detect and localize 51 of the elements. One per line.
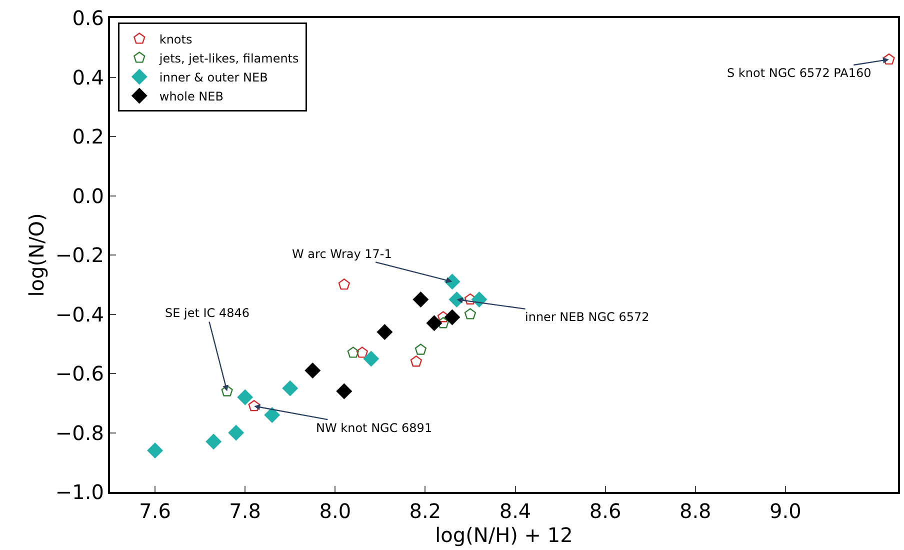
annotation: SE jet IC 4846	[165, 306, 250, 320]
y-tick-label: −0.6	[55, 362, 104, 386]
point	[248, 400, 260, 412]
point	[412, 292, 428, 308]
annotation: NW knot NGC 6891	[316, 421, 432, 435]
annotation: inner NEB NGC 6572	[525, 310, 650, 324]
annotation: W arc Wray 17-1	[292, 247, 392, 261]
point	[304, 362, 320, 378]
y-tick-label: 0.0	[72, 184, 104, 208]
point	[228, 425, 244, 440]
point	[410, 356, 422, 367]
x-tick-label: 8.6	[589, 499, 622, 523]
x-tick-label: 9.0	[770, 499, 802, 523]
y-tick-label: 0.6	[72, 6, 104, 30]
x-tick-label: 8.2	[409, 499, 442, 523]
point	[336, 384, 352, 400]
x-axis-title: log(N/H) + 12	[435, 523, 573, 547]
y-tick-label: −0.8	[55, 420, 104, 445]
point	[282, 380, 298, 396]
y-tick-label: −0.4	[55, 302, 104, 326]
point	[338, 278, 350, 290]
point	[883, 53, 895, 65]
y-axis-title: log(N/O)	[24, 213, 48, 297]
legend-label: whole NEB	[159, 89, 224, 104]
point	[471, 292, 487, 308]
point	[444, 309, 460, 325]
point	[426, 315, 442, 331]
x-tick-label: 7.8	[229, 499, 261, 523]
x-tick-label: 8.4	[499, 499, 532, 523]
x-tick-label: 8.0	[319, 499, 352, 523]
y-tick-label: −1.0	[55, 480, 104, 504]
point	[206, 434, 222, 450]
point	[147, 442, 163, 458]
point	[264, 407, 280, 423]
point	[376, 324, 392, 340]
legend-label: inner & outer NEB	[159, 70, 268, 84]
point	[237, 389, 253, 405]
point	[347, 346, 359, 358]
y-tick-label: −0.2	[55, 243, 104, 267]
y-tick-label: 0.2	[72, 124, 104, 148]
y-tick-label: 0.4	[72, 65, 104, 90]
point	[464, 308, 476, 320]
point	[221, 385, 233, 396]
legend-label: jets, jet-likes, filaments	[158, 51, 299, 66]
point	[356, 346, 368, 358]
point	[363, 350, 379, 366]
x-tick-label: 8.8	[679, 499, 712, 523]
x-tick-label: 7.6	[139, 499, 171, 523]
annotation: S knot NGC 6572 PA160	[727, 66, 872, 80]
legend-label: knots	[159, 32, 192, 46]
point	[414, 344, 427, 355]
